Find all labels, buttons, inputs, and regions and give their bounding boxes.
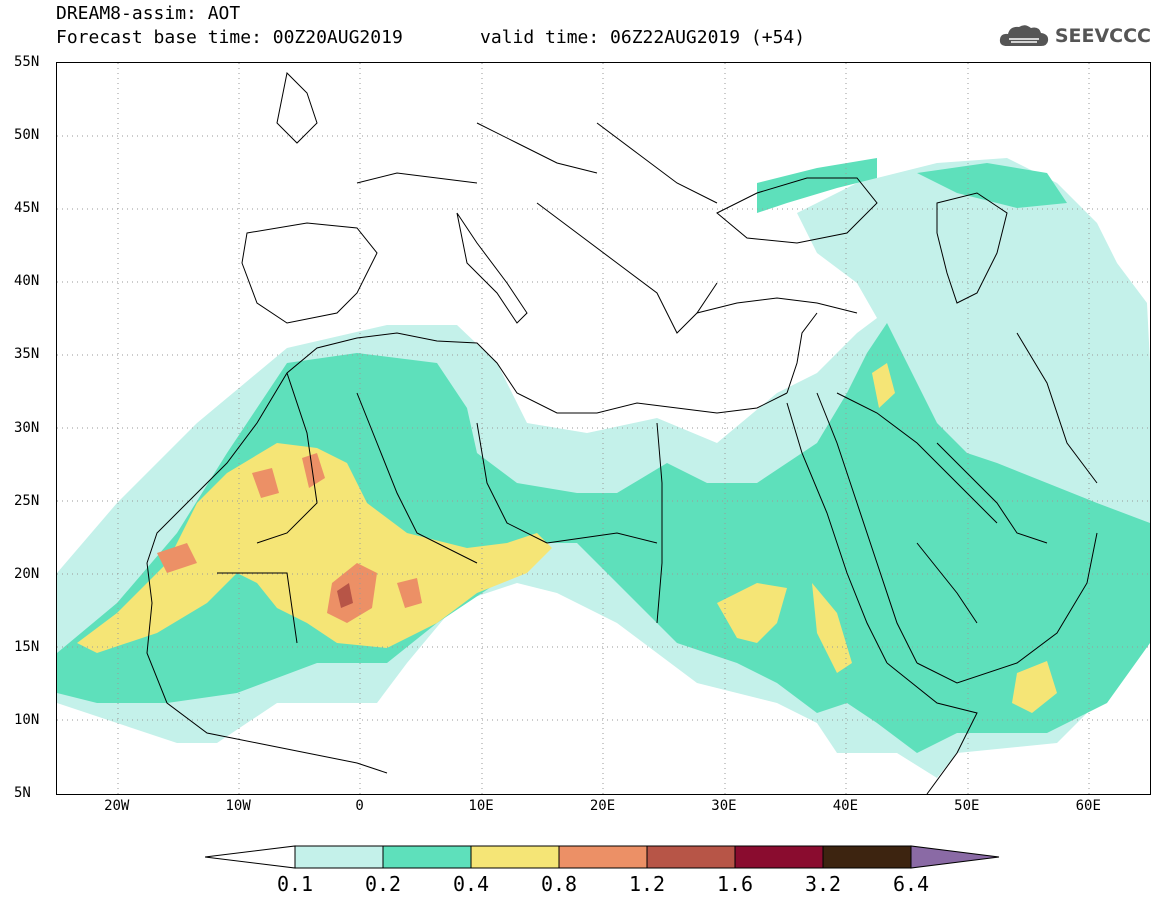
colorbar-label-1.2: 1.2: [628, 872, 666, 896]
lon-label-20W: 20W: [104, 798, 130, 814]
gulf-coast: [936, 442, 1048, 544]
lon-label-0: 0: [355, 798, 364, 814]
seevccc-logo: SEEVCCC: [997, 22, 1151, 50]
black-sea: [716, 177, 878, 244]
iberia-coast: [241, 222, 378, 324]
red-sea-west: [786, 402, 888, 664]
aot-zone-0.8-b: [327, 563, 377, 623]
lat-label-20N: 20N: [14, 565, 40, 582]
lon-label-50E: 50E: [954, 798, 980, 814]
lat-label-10N: 10N: [14, 711, 40, 728]
levant-coast: [786, 312, 818, 394]
colorbar-label-0.1: 0.1: [276, 872, 314, 896]
aot-zone-0.2-blacksea: [757, 158, 877, 213]
colorbar-segment-2: [382, 845, 472, 869]
colorbar-segment-5: [646, 845, 736, 869]
cloud-icon: [999, 25, 1048, 46]
lon-label-60E: 60E: [1075, 798, 1101, 814]
colorbar-segment-3: [470, 845, 560, 869]
balkan-coast: [536, 202, 718, 334]
colorbar-segment-1: [294, 845, 384, 869]
lat-label-15N: 15N: [14, 638, 40, 655]
aot-zone-0.4: [77, 443, 552, 653]
colorbar-above-triangle: [910, 845, 1000, 869]
lon-label-10E: 10E: [468, 798, 494, 814]
north-africa-coast: [146, 332, 788, 564]
aot-colorbar: [205, 845, 1000, 869]
lat-label-30N: 30N: [14, 419, 40, 436]
sahara-border-1: [256, 372, 318, 544]
colorbar-label-1.6: 1.6: [716, 872, 754, 896]
arabia-border-2: [916, 542, 978, 624]
lat-label-35N: 35N: [14, 346, 40, 363]
caspian-sea: [936, 192, 1008, 304]
sahara-border-4: [656, 422, 663, 624]
aot-zone-0.4-iraq: [872, 363, 895, 408]
colorbar-segment-7: [822, 845, 912, 869]
arabia-south-coast: [916, 532, 1098, 684]
lon-label-30E: 30E: [711, 798, 737, 814]
lon-label-40E: 40E: [832, 798, 859, 814]
aot-zone-0.8-c: [302, 453, 325, 488]
aot-zone-0.2-caspian: [917, 163, 1067, 208]
lon-label-10W: 10W: [225, 798, 251, 814]
sahara-border-2: [356, 392, 478, 564]
europe-border-2: [476, 122, 598, 174]
lat-label-45N: 45N: [14, 200, 40, 217]
map-canvas: [57, 63, 1150, 794]
lat-label-50N: 50N: [14, 127, 40, 144]
colorbar-label-6.4: 6.4: [892, 872, 930, 896]
red-sea-east: [816, 392, 918, 664]
map-title: DREAM8-assim: AOT: [56, 3, 241, 24]
aot-zone-1.2: [337, 583, 353, 608]
iran-border: [1016, 332, 1098, 484]
aot-zone-0.4-arabia: [1012, 661, 1057, 713]
west-africa-coast: [146, 562, 388, 774]
horn-of-africa: [886, 662, 978, 794]
colorbar-label-0.2: 0.2: [364, 872, 402, 896]
aot-zone-0.4-east: [717, 583, 787, 643]
logo-text: SEEVCCC: [1054, 25, 1151, 47]
aot-zone-0.8-d: [252, 468, 279, 498]
sahara-border-3: [476, 422, 548, 544]
colorbar-below-triangle: [205, 845, 296, 869]
turkey-coast: [696, 297, 858, 314]
sahara-border-6: [217, 572, 298, 644]
lat-label-5N: 5N: [14, 785, 31, 801]
coastlines-and-borders: [146, 71, 1098, 794]
aot-map: [56, 62, 1151, 795]
lat-label-25N: 25N: [14, 492, 40, 509]
aot-zone-0.8: [157, 543, 197, 573]
colorbar-label-0.8: 0.8: [540, 872, 578, 896]
colorbar-segment-6: [734, 845, 824, 869]
valid-time: valid time: 06Z22AUG2019 (+54): [480, 27, 806, 48]
italy-coast: [456, 212, 528, 324]
aot-zone-0.4-redsea: [812, 583, 852, 673]
colorbar-label-0.4: 0.4: [452, 872, 490, 896]
gb-coast: [276, 71, 318, 144]
arabia-border: [836, 392, 998, 524]
colorbar-segment-4: [558, 845, 648, 869]
europe-border-3: [596, 122, 718, 204]
aot-zone-0.8-e: [397, 578, 422, 608]
forecast-base-time: Forecast base time: 00Z20AUG2019: [56, 27, 403, 48]
lon-label-20E: 20E: [589, 798, 616, 814]
sahara-border-5: [546, 532, 658, 544]
europe-border-1: [356, 172, 478, 184]
grid-lines: [57, 63, 1150, 794]
colorbar-label-3.2: 3.2: [804, 872, 842, 896]
lat-label-40N: 40N: [14, 273, 40, 290]
lat-label-55N: 55N: [14, 54, 40, 70]
